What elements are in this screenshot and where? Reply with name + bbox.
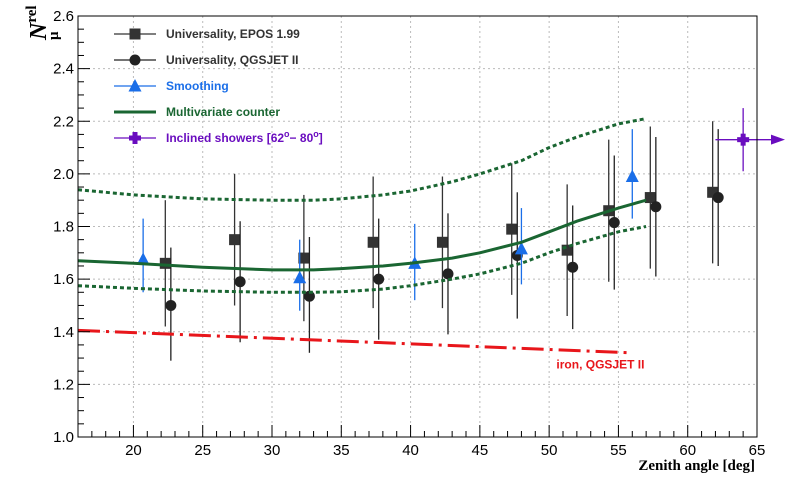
data-point [234,276,246,288]
data-point [298,252,310,264]
legend-marker [128,79,142,92]
y-tick-label: 1.6 [53,271,74,288]
legend-marker [129,54,141,66]
legend-label: Smoothing [166,79,229,93]
data-point [373,273,385,285]
y-axis-label-symbol: N [26,21,52,41]
y-tick-label: 1.4 [53,324,74,341]
data-point [367,236,379,248]
legend-label: Multivariate counter [166,105,280,119]
data-point [650,201,662,213]
y-tick-label: 1.2 [53,376,74,393]
y-axis-label-superscript: rel [24,5,40,22]
data-point [644,192,656,204]
data-point [514,241,528,255]
x-tick-label: 35 [333,442,350,459]
multivariate-line [77,198,647,272]
x-tick-label: 60 [679,442,696,459]
y-tick-label: 2.2 [53,113,74,130]
data-point [506,223,518,235]
data-point [712,192,724,204]
data-point-v [740,133,746,146]
data-point [159,257,171,269]
legend-item: Universality, EPOS 1.99 [114,27,300,41]
y-tick-label: 1.8 [53,219,74,236]
multivariate-band-lower [77,225,647,294]
axis-ticks: 20 25 30 35 40 45 50 55 60 65 1.0 1.2 1.4 1.6 1.8 2.0 2.… [53,8,765,459]
data-point [625,169,639,183]
data-point [567,261,579,273]
y-tick-label: 2.6 [53,8,74,25]
data-point [608,217,620,229]
data-point [436,236,448,248]
data-point [442,268,454,280]
legend-item: Smoothing [114,79,229,93]
legend-item: Multivariate counter [114,105,280,119]
y-tick-label: 2.4 [53,61,74,78]
legend-marker [129,28,141,40]
y-axis-label: Nrel [24,5,52,41]
arrow-right-icon [771,134,785,145]
legend-label: Inclined showers [62o− 80o] [166,129,323,145]
data-point [229,234,241,246]
legend-marker-v [132,132,138,144]
legend: Universality, EPOS 1.99 Universality, QGS… [114,27,323,145]
data-point [707,186,719,198]
data-point [293,270,307,284]
x-axis-label: Zenith angle [deg] [638,458,755,474]
y-tick-label: 2.0 [53,166,74,183]
data-point [165,299,177,311]
legend-label: Universality, QGSJET II [166,53,299,67]
y-axis-label-subscript: μ [46,31,62,40]
x-tick-label: 40 [402,442,419,459]
x-tick-label: 50 [541,442,558,459]
x-tick-label: 30 [264,442,281,459]
x-tick-label: 65 [749,442,766,459]
iron-annotation: iron, QGSJET II [556,358,644,372]
legend-label: Universality, EPOS 1.99 [166,27,300,41]
data-point [561,244,573,256]
x-tick-label: 25 [194,442,211,459]
y-tick-label: 1.0 [53,429,74,446]
data-point [136,252,150,265]
iron-line [77,328,633,355]
x-tick-label: 55 [610,442,627,459]
series-layer [77,108,785,361]
x-tick-label: 45 [472,442,489,459]
legend-item: Inclined showers [62o− 80o] [114,129,323,145]
multivariate-band-upper [77,117,647,202]
x-tick-label: 20 [125,442,142,459]
legend-item: Universality, QGSJET II [114,53,299,67]
